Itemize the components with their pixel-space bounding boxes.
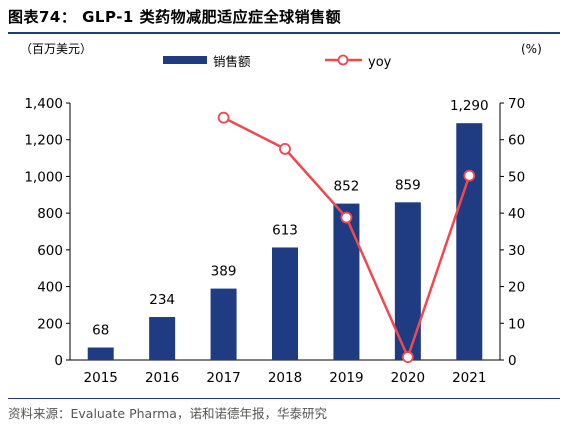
right-tick-label: 60 — [508, 133, 525, 149]
bar — [149, 317, 176, 360]
yoy-point — [217, 111, 230, 124]
x-tick-label: 2019 — [329, 370, 363, 386]
left-tick-label: 1,000 — [24, 169, 63, 185]
left-tick-label: 1,400 — [24, 96, 63, 112]
bar-value-label: 852 — [334, 179, 360, 195]
legend-line-label: yoy — [368, 55, 392, 70]
bar-value-label: 613 — [272, 222, 298, 238]
left-tick-label: 800 — [37, 206, 63, 222]
source-note: 资料来源：Evaluate Pharma，诺和诺德年报，华泰研究 — [8, 406, 327, 421]
bar — [210, 288, 237, 360]
legend-line-marker — [337, 54, 349, 66]
left-tick-label: 600 — [37, 243, 63, 259]
left-tick-label: 1,200 — [24, 133, 63, 149]
left-tick-label: 200 — [37, 316, 63, 332]
left-tick-label: 400 — [37, 280, 63, 296]
x-tick-label: 2018 — [268, 370, 302, 386]
yoy-point — [401, 351, 414, 363]
right-tick-label: 50 — [508, 169, 525, 185]
axes: 0 200 400 600 800 1,000 1,200 1,400 0 10 20 30 40 50 6… — [24, 96, 525, 386]
x-tick-label: 2016 — [145, 370, 179, 386]
bar-value-label: 859 — [395, 177, 421, 193]
bar-value-label: 68 — [92, 323, 109, 339]
legend-bar-swatch — [163, 56, 207, 64]
right-tick-label: 30 — [508, 243, 525, 259]
bar-value-label: 234 — [149, 292, 175, 308]
title-divider — [8, 32, 560, 34]
legend: 销售额 yoy — [163, 54, 392, 70]
right-tick-label: 40 — [508, 206, 525, 222]
legend-bar-label: 销售额 — [213, 54, 251, 69]
x-tick-label: 2020 — [391, 370, 425, 386]
x-tick-label: 2017 — [206, 370, 240, 386]
bar — [456, 123, 483, 360]
source-divider — [8, 398, 560, 399]
right-axis-unit: (%) — [521, 42, 542, 56]
bar — [333, 203, 360, 360]
right-tick-label: 0 — [508, 353, 517, 369]
right-tick-label: 70 — [508, 96, 525, 112]
x-tick-label: 2015 — [84, 370, 118, 386]
bar-data-labels: 68 234 389 613 852 859 1,290 — [92, 98, 488, 338]
yoy-point — [463, 169, 476, 182]
right-tick-label: 20 — [508, 280, 525, 296]
yoy-line-series — [217, 111, 476, 363]
bar-value-label: 389 — [211, 264, 237, 280]
left-tick-label: 0 — [54, 353, 63, 369]
left-axis-unit: （百万美元） — [20, 42, 92, 56]
bar-series — [87, 123, 483, 360]
bar — [272, 247, 298, 360]
bar-value-label: 1,290 — [450, 98, 489, 114]
figure-title: 图表74： GLP-1 类药物减肥适应症全球销售额 — [8, 8, 342, 26]
right-tick-label: 10 — [508, 316, 525, 332]
bar — [87, 347, 114, 360]
yoy-point — [279, 142, 291, 155]
yoy-point — [340, 211, 353, 224]
x-tick-label: 2021 — [452, 370, 486, 386]
